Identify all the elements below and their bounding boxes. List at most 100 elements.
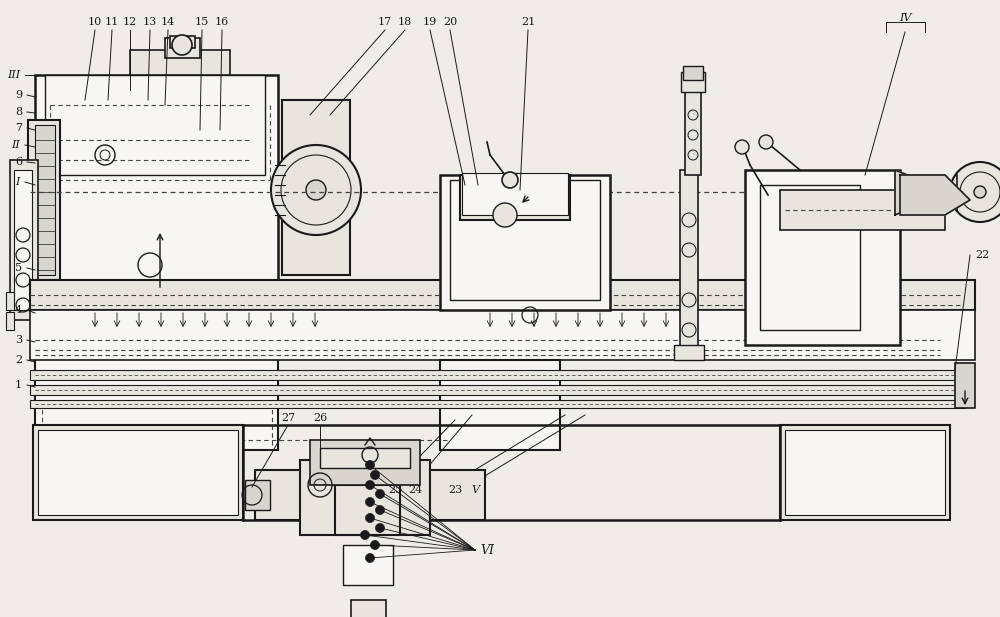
Circle shape xyxy=(950,162,1000,222)
Circle shape xyxy=(271,145,361,235)
Circle shape xyxy=(735,140,749,154)
Bar xyxy=(36,440,54,460)
Bar xyxy=(245,480,270,510)
Text: 9: 9 xyxy=(15,90,22,100)
Bar xyxy=(45,75,265,175)
Circle shape xyxy=(366,460,374,470)
Bar xyxy=(14,170,32,310)
Bar xyxy=(35,75,278,350)
Text: 11: 11 xyxy=(105,17,119,27)
Bar xyxy=(170,36,195,48)
Bar xyxy=(35,125,55,275)
Text: III: III xyxy=(7,70,20,80)
Bar xyxy=(430,470,485,520)
Text: 19: 19 xyxy=(423,17,437,27)
Text: 2: 2 xyxy=(15,355,22,365)
Circle shape xyxy=(370,540,380,550)
Bar xyxy=(343,545,393,585)
Bar xyxy=(440,360,560,450)
Bar xyxy=(460,175,570,220)
Text: 25: 25 xyxy=(388,485,402,495)
Bar xyxy=(30,310,975,360)
Bar xyxy=(760,185,860,330)
Bar xyxy=(282,100,350,275)
Text: 27: 27 xyxy=(281,413,295,423)
Bar xyxy=(130,50,230,75)
Text: 24: 24 xyxy=(408,485,422,495)
Bar xyxy=(674,345,704,360)
Bar xyxy=(28,120,60,280)
Bar xyxy=(165,38,200,58)
Text: 12: 12 xyxy=(123,17,137,27)
Bar xyxy=(6,292,14,310)
Bar xyxy=(33,425,243,520)
Bar xyxy=(30,385,965,395)
Bar xyxy=(745,170,900,345)
Text: VI: VI xyxy=(480,544,494,557)
Bar xyxy=(35,350,278,450)
Text: 18: 18 xyxy=(398,17,412,27)
Circle shape xyxy=(493,203,517,227)
Bar xyxy=(955,363,975,408)
Text: 3: 3 xyxy=(15,335,22,345)
Circle shape xyxy=(366,553,374,563)
Text: 6: 6 xyxy=(15,157,22,167)
Bar xyxy=(10,160,38,320)
Bar xyxy=(30,370,965,380)
Circle shape xyxy=(360,531,370,539)
Polygon shape xyxy=(365,438,375,445)
Bar xyxy=(255,470,310,520)
Circle shape xyxy=(376,523,384,532)
Text: 8: 8 xyxy=(15,107,22,117)
Text: 26: 26 xyxy=(313,413,327,423)
Bar xyxy=(6,312,14,330)
Bar xyxy=(785,430,945,515)
Text: 7: 7 xyxy=(15,123,22,133)
Circle shape xyxy=(366,497,374,507)
Text: I: I xyxy=(16,177,20,187)
Circle shape xyxy=(370,471,380,479)
Text: 5: 5 xyxy=(15,263,22,273)
Polygon shape xyxy=(895,170,950,215)
Text: 14: 14 xyxy=(161,17,175,27)
Bar xyxy=(335,485,400,535)
Bar xyxy=(320,448,410,468)
Bar xyxy=(462,173,568,215)
Circle shape xyxy=(759,135,773,149)
Bar xyxy=(30,280,975,310)
Bar xyxy=(681,72,705,92)
Bar xyxy=(310,440,420,485)
Bar xyxy=(38,430,238,515)
Text: IV: IV xyxy=(899,13,911,23)
Text: 22: 22 xyxy=(975,250,989,260)
Bar xyxy=(300,460,430,535)
Text: 4: 4 xyxy=(15,305,22,315)
Bar xyxy=(680,170,698,360)
Text: 16: 16 xyxy=(215,17,229,27)
Circle shape xyxy=(502,172,518,188)
Bar xyxy=(440,175,610,310)
Text: 15: 15 xyxy=(195,17,209,27)
Bar xyxy=(351,600,386,617)
Circle shape xyxy=(366,481,374,489)
Bar xyxy=(450,180,600,300)
Text: 13: 13 xyxy=(143,17,157,27)
Text: 1: 1 xyxy=(15,380,22,390)
Text: 23: 23 xyxy=(448,485,462,495)
Text: 10: 10 xyxy=(88,17,102,27)
Circle shape xyxy=(366,513,374,523)
Bar xyxy=(780,425,950,520)
Polygon shape xyxy=(900,175,970,215)
Text: 20: 20 xyxy=(443,17,457,27)
Text: 21: 21 xyxy=(521,17,535,27)
Bar xyxy=(685,80,701,175)
Bar xyxy=(30,400,965,408)
Bar xyxy=(780,190,945,230)
Bar xyxy=(683,66,703,80)
Text: 17: 17 xyxy=(378,17,392,27)
Circle shape xyxy=(376,505,384,515)
Text: II: II xyxy=(11,140,20,150)
Circle shape xyxy=(172,35,192,55)
Circle shape xyxy=(974,186,986,198)
Circle shape xyxy=(306,180,326,200)
